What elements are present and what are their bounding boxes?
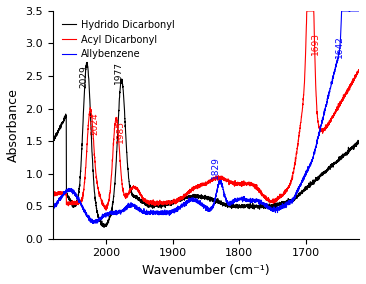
Text: 2024: 2024 [90, 112, 100, 135]
Line: Acyl Dicarbonyl: Acyl Dicarbonyl [53, 11, 359, 210]
Allybenzene [357, 9, 361, 13]
Hydrido Dicarbonyl [168, 202, 173, 206]
Legend: Hydrido Dicarbonyl, Acyl Dicarbonyl, Allybenzene: Hydrido Dicarbonyl, Acyl Dicarbonyl, All… [58, 16, 179, 63]
Line: Hydrido Dicarbonyl: Hydrido Dicarbonyl [53, 62, 359, 227]
Hydrido Dicarbonyl [357, 140, 361, 144]
Acyl Dicarbonyl [86, 131, 90, 134]
Text: 1829: 1829 [211, 156, 220, 179]
Acyl Dicarbonyl [318, 128, 322, 132]
X-axis label: Wavenumber (cm⁻¹): Wavenumber (cm⁻¹) [142, 264, 270, 277]
Allybenzene [51, 207, 55, 211]
Acyl Dicarbonyl [168, 199, 173, 203]
Acyl Dicarbonyl [51, 193, 55, 197]
Allybenzene [168, 210, 173, 213]
Allybenzene [339, 9, 344, 13]
Text: 2029: 2029 [79, 65, 88, 88]
Text: 1985: 1985 [116, 120, 125, 143]
Hydrido Dicarbonyl [85, 61, 89, 64]
Hydrido Dicarbonyl [102, 225, 107, 229]
Acyl Dicarbonyl [104, 208, 108, 212]
Hydrido Dicarbonyl [318, 173, 322, 176]
Acyl Dicarbonyl [305, 9, 309, 13]
Hydrido Dicarbonyl [51, 139, 55, 142]
Text: 1642: 1642 [335, 36, 344, 59]
Allybenzene [86, 215, 90, 219]
Allybenzene [182, 201, 186, 205]
Allybenzene [104, 213, 108, 216]
Acyl Dicarbonyl [351, 79, 355, 82]
Text: 1693: 1693 [311, 32, 320, 55]
Allybenzene [318, 127, 322, 130]
Allybenzene [90, 222, 95, 225]
Y-axis label: Absorbance: Absorbance [7, 88, 20, 162]
Line: Allybenzene: Allybenzene [53, 11, 359, 223]
Hydrido Dicarbonyl [182, 196, 186, 199]
Allybenzene [351, 9, 355, 13]
Acyl Dicarbonyl [357, 70, 361, 73]
Hydrido Dicarbonyl [104, 224, 108, 227]
Hydrido Dicarbonyl [86, 68, 90, 71]
Hydrido Dicarbonyl [351, 145, 355, 148]
Acyl Dicarbonyl [104, 206, 108, 209]
Text: 1977: 1977 [114, 61, 123, 84]
Acyl Dicarbonyl [182, 196, 186, 199]
